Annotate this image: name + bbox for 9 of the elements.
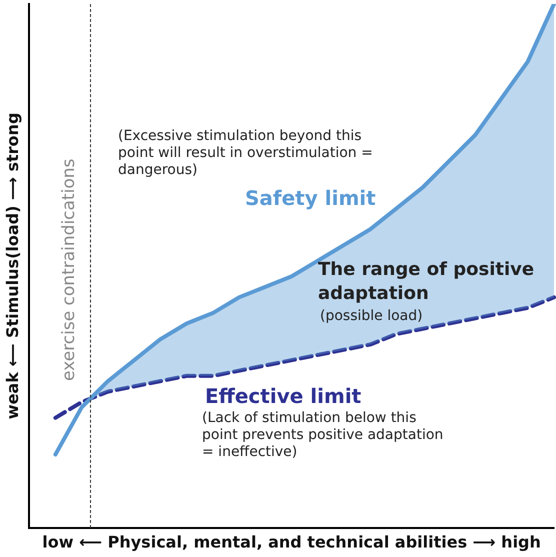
- annotation: The range of positive adaptation: [318, 258, 536, 306]
- annotation: (Lack of stimulation below this point prevents positive adaptation = ineffective): [202, 410, 444, 461]
- y-axis-title: weak ⟵ Stimulus(load) ⟶ strong: [2, 112, 22, 420]
- series-label: Safety limit: [245, 186, 376, 210]
- annotation: exercise contraindications: [58, 158, 80, 384]
- annotation: (possible load): [320, 308, 424, 325]
- series-label: Effective limit: [205, 384, 362, 408]
- annotation: (Excessive stimulation beyond this point will result in overstimulation = dangerous): [118, 128, 374, 179]
- x-axis-title: low ⟵ Physical, mental, and technical abilities ⟶ high: [42, 532, 541, 552]
